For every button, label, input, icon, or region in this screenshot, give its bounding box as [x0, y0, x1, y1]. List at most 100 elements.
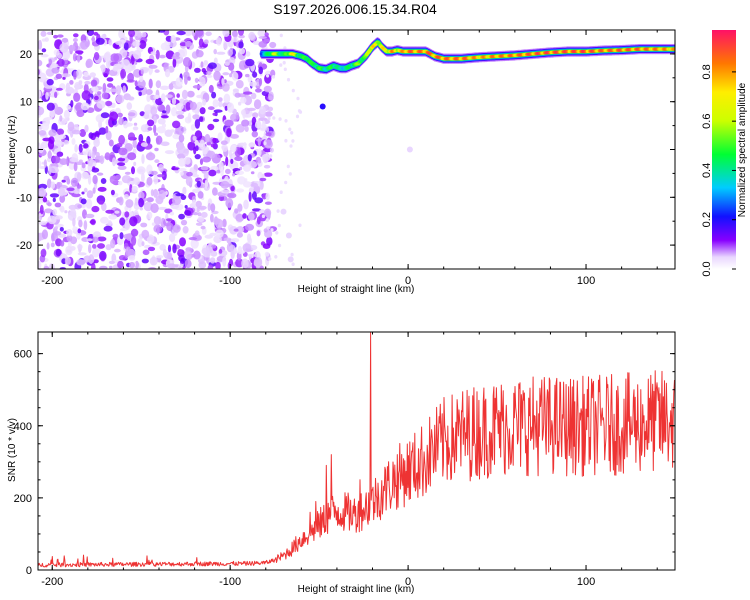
noise-speck	[188, 237, 198, 241]
noise-speck	[110, 53, 120, 63]
noise-speck	[175, 110, 185, 115]
noise-speck	[155, 80, 162, 89]
noise-speck	[153, 115, 157, 124]
noise-speck	[92, 132, 102, 136]
noise-speck	[66, 229, 73, 236]
noise-speck	[211, 244, 217, 249]
noise-speck	[155, 195, 164, 205]
noise-speck	[59, 194, 66, 203]
noise-speck	[98, 127, 107, 135]
noise-speck	[222, 256, 227, 267]
colorbar-ticks: 0.0 0.2 0.4 0.6 0.8	[701, 64, 736, 277]
noise-speck	[134, 260, 139, 269]
spectrogram-xlabel: Height of straight line (km)	[298, 284, 415, 295]
noise-speck	[117, 165, 127, 170]
y-tick-label: -20	[16, 240, 32, 252]
noise-speck	[199, 107, 206, 115]
noise-speck	[112, 233, 119, 239]
noise-speck	[73, 188, 80, 195]
noise-speck	[54, 202, 62, 208]
noise-speck	[223, 237, 232, 242]
noise-speck	[167, 244, 172, 253]
noise-speck	[213, 48, 217, 55]
noise-speck	[77, 228, 82, 234]
noise-speck	[171, 107, 177, 117]
noise-speck	[296, 96, 300, 101]
noise-speck	[236, 188, 245, 193]
noise-speck	[82, 150, 88, 156]
noise-speck	[175, 77, 183, 87]
noise-speck	[38, 72, 47, 83]
noise-speck	[99, 265, 108, 269]
noise-speck	[77, 54, 81, 63]
snr-xlabel: Height of straight line (km)	[298, 584, 415, 595]
spectral-blob	[280, 208, 287, 215]
noise-speck	[155, 94, 159, 100]
noise-speck	[215, 229, 224, 238]
noise-speck	[160, 141, 170, 147]
noise-speck	[216, 37, 222, 46]
noise-speck	[81, 90, 91, 101]
noise-speck	[88, 244, 92, 254]
noise-speck	[70, 100, 74, 108]
noise-speck	[187, 76, 191, 81]
noise-speck	[124, 211, 130, 218]
noise-speck	[153, 124, 157, 134]
noise-speck	[40, 30, 47, 37]
y-tick-label: 10	[20, 97, 32, 109]
noise-speck	[141, 241, 145, 247]
noise-speck	[220, 166, 224, 177]
noise-speck	[52, 197, 56, 203]
noise-speck	[127, 132, 136, 141]
noise-speck	[147, 246, 156, 252]
noise-speck	[213, 57, 218, 65]
noise-speck	[109, 265, 113, 269]
noise-speck	[264, 208, 272, 218]
noise-speck	[168, 83, 174, 90]
noise-speck	[254, 120, 262, 129]
noise-speck	[209, 232, 217, 237]
noise-speck	[139, 75, 144, 83]
noise-speck	[154, 69, 160, 73]
noise-speck	[244, 125, 249, 132]
noise-speck	[59, 227, 64, 232]
noise-speck	[117, 181, 123, 186]
noise-speck	[58, 134, 66, 140]
noise-speck	[257, 136, 261, 147]
noise-speck	[229, 134, 239, 139]
noise-speck	[200, 225, 206, 230]
noise-speck	[50, 242, 55, 248]
noise-speck	[81, 191, 85, 195]
noise-speck	[193, 250, 201, 260]
noise-speck	[289, 144, 293, 148]
noise-speck	[195, 222, 203, 226]
noise-speck	[171, 97, 177, 105]
noise-speck	[80, 198, 87, 205]
noise-speck	[38, 160, 42, 169]
noise-speck	[198, 38, 204, 48]
noise-speck	[264, 111, 273, 117]
noise-speck	[69, 157, 79, 163]
noise-speck	[38, 39, 43, 50]
noise-speck	[160, 115, 169, 119]
noise-speck	[69, 80, 74, 85]
noise-speck	[192, 85, 202, 89]
noise-speck	[164, 150, 175, 155]
noise-speck	[99, 155, 105, 165]
noise-speck	[101, 202, 107, 211]
noise-speck	[131, 235, 137, 246]
noise-speck	[76, 259, 86, 266]
noise-speck	[258, 41, 268, 48]
noise-speck	[41, 48, 47, 53]
noise-speck	[133, 177, 141, 186]
noise-speck	[122, 85, 127, 94]
noise-speck	[142, 249, 150, 256]
noise-speck	[210, 203, 216, 213]
noise-speck	[298, 223, 302, 228]
noise-speck	[242, 181, 253, 188]
noise-speck	[197, 191, 204, 199]
noise-speck	[134, 197, 138, 206]
noise-speck	[222, 72, 230, 76]
noise-speck	[86, 30, 94, 36]
noise-speck	[139, 111, 145, 117]
